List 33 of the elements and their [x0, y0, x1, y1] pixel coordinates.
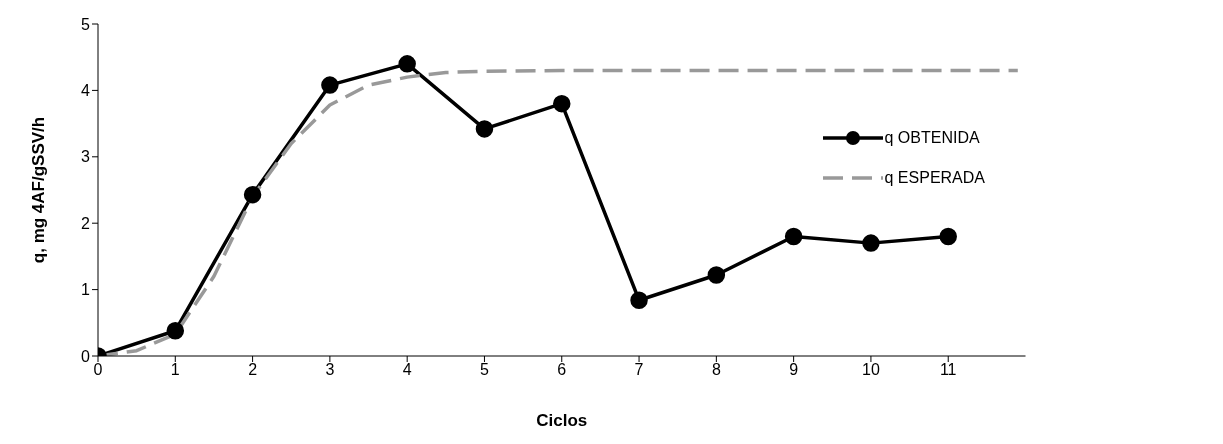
point [707, 266, 726, 284]
point [784, 227, 803, 246]
point [553, 94, 571, 113]
x-tick-label: 10 [862, 361, 880, 379]
x-tick-label: 6 [557, 361, 567, 379]
x-tick-label: 2 [248, 361, 258, 379]
x-axis-title: Ciclos [536, 411, 588, 430]
y-tick-label: 2 [81, 214, 91, 232]
point [321, 76, 339, 94]
point [630, 291, 648, 309]
point [475, 120, 494, 138]
x-tick-label: 4 [402, 361, 412, 379]
point [939, 227, 957, 246]
y-tick-label: 4 [81, 82, 91, 100]
y-tick-label: 1 [81, 281, 91, 299]
x-tick-label: 8 [711, 361, 721, 379]
point [862, 234, 880, 252]
y-tick-label: 3 [81, 148, 91, 166]
x-tick-label: 7 [634, 361, 644, 379]
point [166, 322, 185, 340]
x-tick-label: 5 [480, 361, 490, 379]
y-tick-label: 5 [81, 15, 91, 33]
x-tick-label: 11 [939, 361, 957, 379]
x-tick-label: 0 [93, 361, 103, 379]
x-tick-label: 3 [325, 361, 335, 379]
x-tick-label: 9 [789, 361, 799, 379]
x-tick-label: 1 [170, 361, 180, 379]
y-axis-title: q, mg 4AF/gSSV/h [29, 116, 49, 264]
y-tick-label: 0 [81, 347, 91, 365]
point [243, 185, 262, 204]
legend-label: q OBTENIDA [884, 129, 980, 147]
legend-label: q ESPERADA [884, 169, 985, 187]
point [398, 55, 416, 73]
